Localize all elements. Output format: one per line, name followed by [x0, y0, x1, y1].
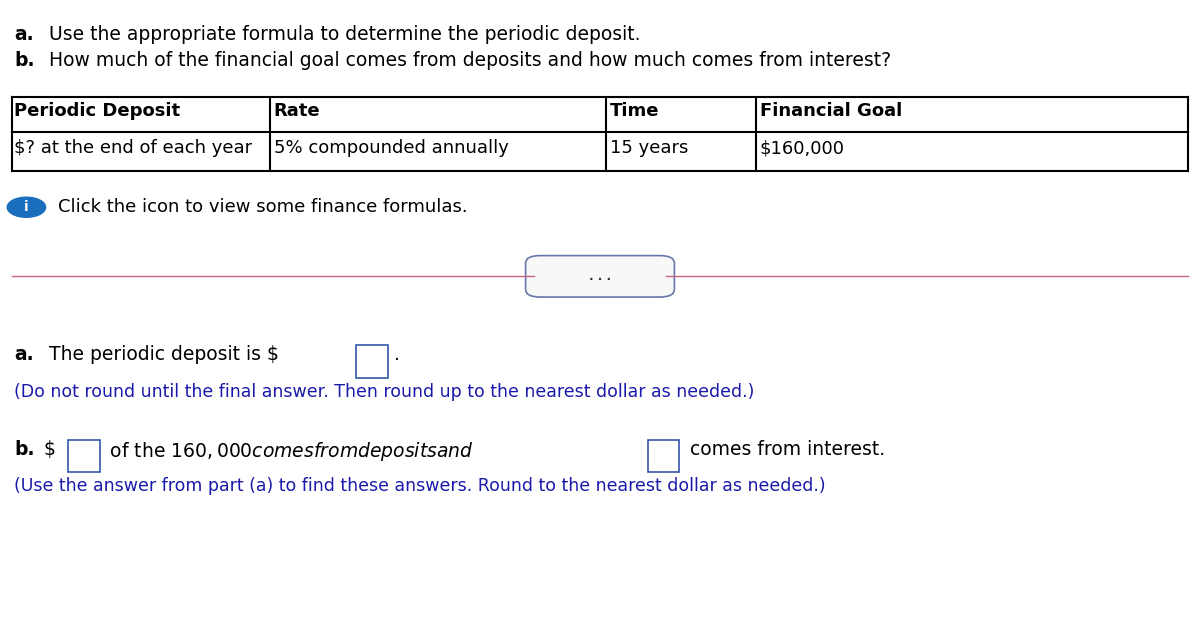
Text: a.: a.: [14, 345, 34, 364]
Text: a.: a.: [14, 25, 34, 44]
Text: Rate: Rate: [274, 102, 320, 121]
Text: Financial Goal: Financial Goal: [760, 102, 902, 121]
Text: How much of the financial goal comes from deposits and how much comes from inter: How much of the financial goal comes fro…: [43, 51, 892, 70]
Text: $160,000: $160,000: [760, 139, 845, 157]
Text: (Do not round until the final answer. Then round up to the nearest dollar as nee: (Do not round until the final answer. Th…: [14, 383, 755, 401]
FancyBboxPatch shape: [526, 256, 674, 297]
FancyBboxPatch shape: [68, 440, 100, 472]
Text: b.: b.: [14, 51, 35, 70]
Circle shape: [7, 197, 46, 217]
Text: Periodic Deposit: Periodic Deposit: [14, 102, 180, 121]
Text: Use the appropriate formula to determine the periodic deposit.: Use the appropriate formula to determine…: [43, 25, 641, 44]
FancyBboxPatch shape: [648, 440, 679, 472]
Text: of the $160,000 comes from deposits and $: of the $160,000 comes from deposits and …: [104, 440, 474, 463]
Text: (Use the answer from part (a) to find these answers. Round to the nearest dollar: (Use the answer from part (a) to find th…: [14, 477, 826, 495]
Text: i: i: [24, 200, 29, 214]
Text: $: $: [43, 440, 55, 458]
Text: 5% compounded annually: 5% compounded annually: [274, 139, 509, 157]
Text: $? at the end of each year: $? at the end of each year: [14, 139, 252, 157]
Text: Click the icon to view some finance formulas.: Click the icon to view some finance form…: [58, 198, 467, 216]
Text: comes from interest.: comes from interest.: [684, 440, 886, 458]
Text: The periodic deposit is $: The periodic deposit is $: [43, 345, 280, 364]
Text: b.: b.: [14, 440, 35, 458]
Text: .: .: [394, 345, 400, 364]
Text: 15 years: 15 years: [610, 139, 688, 157]
Text: . . .: . . .: [589, 270, 611, 283]
FancyBboxPatch shape: [356, 345, 388, 378]
Text: Time: Time: [610, 102, 659, 121]
